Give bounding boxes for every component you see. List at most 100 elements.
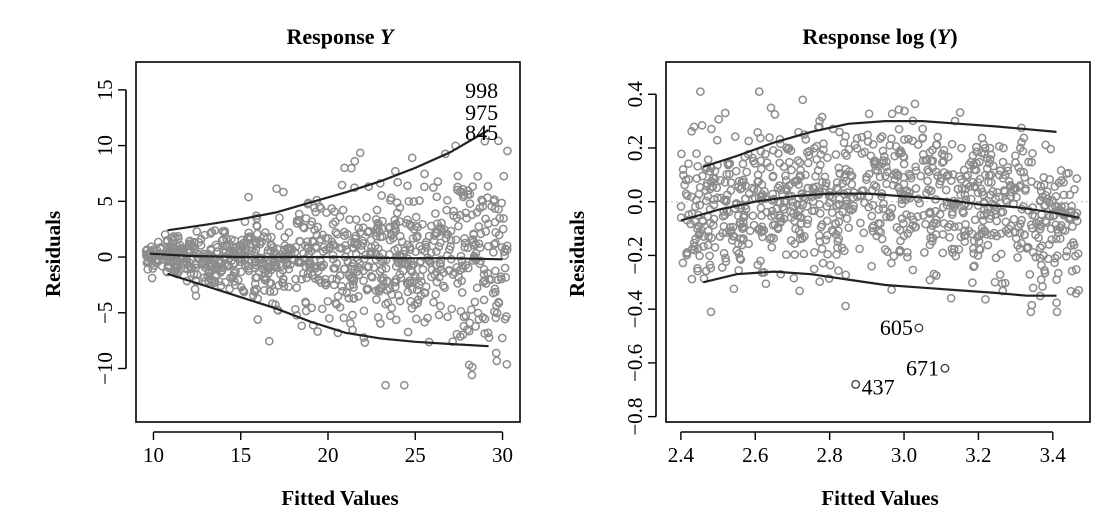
scatter-point (730, 132, 740, 141)
scatter-point (460, 234, 469, 243)
scatter-point (271, 260, 281, 270)
scatter-point (709, 200, 719, 210)
scatter-point (275, 221, 284, 231)
scatter-point (1050, 253, 1060, 263)
scatter-point (196, 241, 206, 250)
scatter-point (362, 213, 371, 222)
scatter-point (986, 170, 996, 180)
right-smooth-lines (680, 120, 1080, 297)
scatter-point (692, 149, 701, 158)
scatter-point (974, 237, 984, 246)
scatter-point (340, 231, 349, 241)
y-tick-label: 5 (93, 196, 117, 207)
scatter-point (803, 158, 813, 168)
scatter-point (680, 180, 689, 190)
scatter-point (468, 182, 478, 191)
scatter-point (404, 196, 414, 206)
scatter-point (368, 272, 377, 282)
y-tick-label: −5 (93, 302, 117, 324)
scatter-point (918, 133, 928, 143)
scatter-point (461, 311, 471, 321)
scatter-point (503, 146, 512, 156)
scatter-point (1047, 235, 1057, 244)
scatter-point (490, 217, 500, 227)
scatter-point (768, 171, 778, 181)
scatter-point (292, 283, 302, 293)
scatter-point (263, 269, 273, 279)
scatter-point (163, 262, 173, 271)
scatter-point (390, 224, 400, 233)
scatter-point (887, 203, 897, 213)
scatter-point (911, 166, 921, 176)
scatter-point (1019, 133, 1029, 143)
scatter-point (338, 205, 348, 215)
x-tick-label: 25 (405, 443, 426, 467)
scatter-point (330, 207, 339, 216)
scatter-point (492, 356, 502, 366)
annotation-975: 975 (465, 100, 498, 125)
scatter-point (500, 263, 510, 273)
scatter-point (211, 264, 221, 274)
scatter-point (331, 228, 341, 237)
left-smooth-lines (149, 129, 503, 348)
scatter-point (472, 283, 482, 293)
scatter-point (467, 370, 477, 380)
scatter-point (291, 274, 300, 284)
scatter-point (701, 196, 711, 206)
scatter-point (877, 234, 887, 244)
scatter-point (194, 252, 204, 262)
scatter-point (818, 177, 827, 187)
scatter-point (378, 224, 387, 234)
scatter-point (186, 246, 196, 256)
scatter-point (251, 273, 260, 283)
scatter-point (767, 242, 777, 252)
scatter-point (929, 218, 939, 228)
scatter-point (689, 122, 699, 132)
scatter-point (377, 264, 387, 274)
scatter-point (439, 225, 449, 234)
scatter-point (832, 250, 841, 259)
scatter-point (1012, 192, 1021, 202)
scatter-point (378, 276, 388, 286)
scatter-point (815, 209, 825, 218)
scatter-point (796, 213, 806, 223)
scatter-point (295, 237, 305, 246)
scatter-point (964, 226, 974, 236)
scatter-point (791, 176, 801, 186)
scatter-point (484, 333, 494, 342)
scatter-point (739, 213, 748, 222)
right-annotations: 605 671 437 (862, 315, 939, 399)
scatter-point (488, 288, 498, 298)
scatter-point (1015, 228, 1025, 238)
scatter-point (822, 216, 832, 226)
scatter-point (373, 223, 383, 233)
scatter-point (322, 208, 331, 218)
scatter-point (403, 327, 413, 337)
scatter-point (718, 211, 728, 221)
scatter-point (839, 138, 849, 148)
scatter-point (980, 143, 990, 153)
scatter-point (696, 87, 705, 96)
scatter-point (413, 231, 422, 241)
scatter-point (478, 196, 488, 206)
scatter-point (960, 226, 970, 236)
scatter-point (372, 295, 381, 304)
scatter-point (790, 250, 800, 259)
scatter-point (411, 212, 421, 222)
scatter-point (999, 143, 1008, 153)
x-tick-label: 30 (492, 443, 513, 467)
x-tick-label: 20 (318, 443, 339, 467)
scatter-point (991, 253, 1001, 263)
scatter-point (827, 225, 837, 235)
scatter-point (253, 315, 263, 324)
scatter-point (280, 232, 290, 242)
scatter-point (339, 264, 349, 274)
plot-frame (135, 61, 521, 423)
scatter-point (744, 136, 754, 146)
scatter-point (1040, 268, 1050, 278)
scatter-point (229, 271, 238, 281)
scatter-point (1067, 266, 1077, 276)
scatter-point (147, 273, 157, 283)
scatter-point (344, 293, 354, 303)
scatter-point (407, 153, 417, 163)
